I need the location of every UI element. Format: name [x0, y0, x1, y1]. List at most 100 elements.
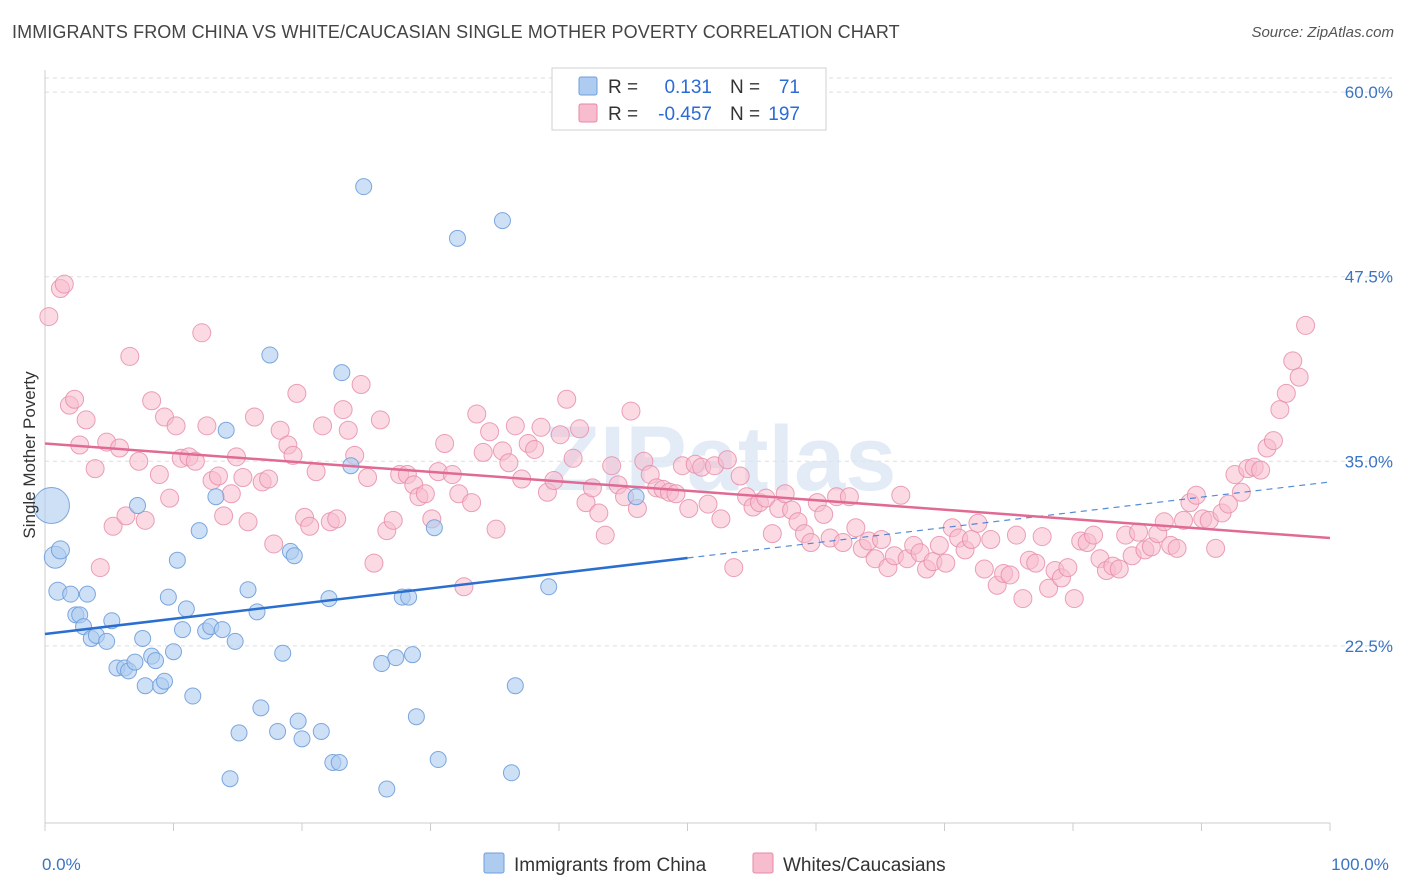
pink-point-87 [589, 503, 609, 523]
pink-point-23 [185, 451, 205, 471]
legend-swatch-pink [578, 103, 598, 123]
blue-point-46 [285, 547, 303, 565]
pink-point-177 [1167, 538, 1187, 558]
blue-point-55 [355, 178, 373, 196]
pink-point-52 [364, 553, 384, 573]
legend-bottom-swatch-china [483, 852, 505, 874]
blue-point-35 [217, 421, 235, 439]
pink-point-109 [730, 466, 750, 486]
blue-point-18 [126, 653, 144, 671]
pink-point-114 [762, 524, 782, 544]
y-tick-label-3: 60.0% [1345, 83, 1393, 102]
blue-point-37 [221, 770, 239, 788]
trend-line-whites [44, 442, 1331, 540]
pink-point-43 [306, 462, 326, 482]
pink-point-146 [968, 513, 988, 533]
blue-point-19 [136, 677, 154, 695]
blue-point-42 [261, 346, 279, 364]
pink-point-141 [936, 553, 956, 573]
pink-point-55 [383, 510, 403, 530]
pink-point-83 [563, 448, 583, 468]
pink-point-47 [333, 400, 353, 420]
blue-point-48 [293, 730, 311, 748]
pink-point-185 [1218, 494, 1238, 514]
pink-point-171 [1129, 522, 1149, 542]
pink-point-6 [76, 410, 96, 430]
pink-point-92 [621, 401, 641, 421]
pink-point-78 [531, 417, 551, 437]
pink-point-101 [679, 499, 699, 519]
pink-point-4 [65, 389, 85, 409]
blue-point-24 [159, 588, 177, 606]
legend-r-value-pink: -0.457 [658, 104, 712, 125]
blue-point-40 [248, 603, 266, 621]
pink-point-157 [1039, 578, 1059, 598]
legend-r-label-pink: R = [608, 104, 638, 125]
pink-point-196 [1289, 367, 1309, 387]
blue-point-25 [165, 643, 182, 661]
tick-labels: 22.5% 35.0% 47.5% 60.0% 0.0% 100.0% [42, 83, 1393, 874]
pink-point-51 [358, 468, 378, 488]
legend-top-box [551, 67, 827, 131]
pink-point-20 [166, 416, 186, 436]
blue-point-58 [387, 649, 405, 667]
legend-bottom-label-china: Immigrants from China [514, 855, 707, 876]
legend-n-label-blue: N = [730, 77, 760, 98]
blue-point-65 [448, 229, 466, 247]
pink-point-99 [666, 484, 686, 504]
pink-point-36 [264, 534, 284, 554]
pink-point-195 [1283, 351, 1303, 371]
blue-point-29 [184, 687, 202, 705]
pink-point-29 [221, 484, 241, 504]
pink-point-70 [480, 422, 500, 442]
pink-point-145 [961, 530, 981, 550]
pink-point-19 [160, 488, 180, 508]
blue-point-38 [230, 724, 248, 742]
blue-point-26 [168, 551, 186, 569]
pink-point-148 [981, 530, 1001, 550]
pink-point-168 [1109, 559, 1129, 579]
blue-point-63 [425, 519, 443, 537]
pink-point-140 [929, 535, 949, 555]
legend-n-value-blue: 71 [779, 77, 800, 98]
pink-point-155 [1026, 553, 1046, 573]
pink-point-197 [1296, 315, 1316, 335]
pink-point-40 [287, 383, 307, 403]
axes [44, 70, 1331, 831]
blue-point-57 [378, 780, 396, 798]
blue-point-44 [274, 644, 292, 662]
pink-point-44 [313, 416, 333, 436]
blue-point-69 [540, 578, 558, 596]
pink-point-2 [54, 274, 74, 294]
pink-point-88 [595, 525, 615, 545]
legend-r-value-blue: 0.131 [664, 77, 712, 98]
pink-point-8 [90, 558, 110, 578]
pink-point-175 [1154, 512, 1174, 532]
blue-point-61 [404, 646, 422, 664]
pink-point-63 [435, 434, 455, 454]
pink-point-108 [724, 558, 744, 578]
blue-point-21 [147, 652, 165, 670]
pink-point-125 [833, 532, 853, 552]
pink-point-131 [872, 530, 892, 550]
pink-point-106 [711, 509, 731, 529]
pink-point-31 [233, 468, 253, 488]
pink-point-122 [814, 504, 834, 524]
blue-point-39 [239, 581, 257, 599]
pink-point-10 [103, 516, 123, 536]
pink-point-53 [370, 410, 390, 430]
blue-point-47 [289, 712, 307, 730]
blue-point-0 [32, 487, 70, 525]
blue-point-53 [333, 364, 351, 382]
y-tick-label-2: 47.5% [1345, 268, 1393, 287]
blue-point-60 [400, 588, 418, 606]
blue-point-5 [78, 585, 96, 603]
pink-point-68 [467, 404, 487, 424]
blue-point-28 [177, 600, 195, 618]
pink-point-71 [486, 519, 506, 539]
pink-point-160 [1058, 558, 1078, 578]
legend-bottom-swatch-whites [752, 852, 774, 874]
legend-swatch-blue [578, 76, 598, 96]
pink-point-50 [351, 374, 371, 394]
